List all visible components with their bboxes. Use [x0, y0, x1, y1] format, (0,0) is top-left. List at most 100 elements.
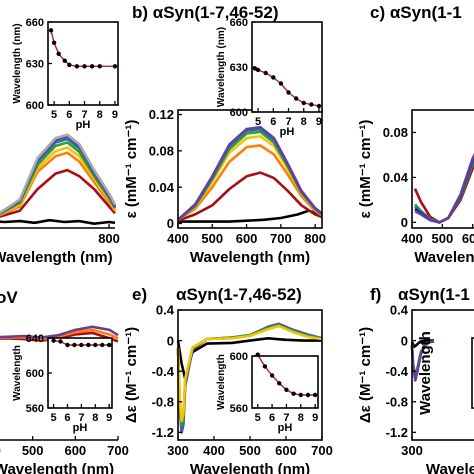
x-tick-label: 500	[201, 231, 223, 246]
y-tick-label: 600	[26, 368, 44, 380]
x-tick-label: 8	[301, 116, 307, 128]
y-axis-label: Δε (M⁻¹ cm⁻¹)	[123, 327, 140, 423]
chart-panel-a_inset: 5 6 7 8 9 600 630 660 pH Wavelength (nm)	[12, 17, 119, 131]
data-point	[278, 81, 284, 86]
panel-e-label: e)	[132, 285, 147, 304]
x-axis-label: pH	[280, 126, 295, 138]
data-point	[51, 40, 57, 45]
data-point	[48, 28, 54, 33]
data-point	[316, 103, 322, 109]
axis-frame	[411, 109, 474, 229]
data-point	[305, 392, 311, 398]
y-tick-label: 0.08	[383, 125, 408, 140]
y-tick-label: 660	[230, 17, 248, 29]
x-tick-label: 400	[0, 443, 1, 458]
data-point	[62, 58, 67, 63]
axis-frame	[0, 227, 115, 229]
panel-f-title: αSyn(1-1	[398, 285, 470, 304]
y-tick-label: -1.2	[386, 425, 408, 440]
inset-background	[252, 22, 322, 112]
series-line	[410, 340, 435, 382]
y-tick-label: -0.4	[386, 364, 409, 379]
series-line	[413, 162, 474, 224]
data-point	[298, 392, 303, 398]
y-tick-label: 0.04	[149, 180, 175, 195]
inset-background	[48, 338, 112, 408]
y-axis-label: Δε (M⁻¹ cm⁻¹)	[357, 327, 374, 423]
x-tick-label: 600	[275, 443, 297, 458]
series-line	[0, 133, 117, 215]
data-point	[82, 64, 87, 69]
y-axis-label: Wavelength	[216, 354, 227, 410]
data-point	[89, 64, 95, 69]
x-axis-label: Wavelength (nm)	[190, 249, 310, 266]
y-tick-label: 0	[167, 216, 174, 231]
data-point	[112, 64, 118, 69]
y-tick-label: 0.08	[149, 144, 174, 159]
data-point	[291, 391, 296, 396]
data-point	[86, 342, 91, 348]
data-point	[107, 342, 112, 348]
data-point	[255, 67, 261, 73]
data-point	[93, 342, 98, 348]
y-tick-label: 600	[230, 351, 248, 363]
chart-panel-f_inset: Wavelength	[417, 331, 474, 415]
x-tick-label: 800	[98, 231, 120, 246]
x-tick-label: 6	[270, 116, 276, 128]
series-line	[177, 171, 323, 222]
x-tick-label: 400	[167, 231, 189, 246]
data-point	[72, 342, 77, 348]
y-axis-label: Wavelength (nm)	[216, 27, 227, 107]
data-point	[284, 387, 289, 392]
y-tick-label: 0.12	[149, 107, 174, 122]
y-tick-label: -0.8	[386, 394, 408, 409]
series-line	[0, 168, 116, 218]
series-line	[410, 339, 434, 349]
y-tick-label: 0	[167, 333, 174, 348]
x-axis-label: Wavelength (nm)	[0, 249, 113, 266]
axis-frame	[471, 337, 474, 409]
data-point	[301, 100, 306, 106]
y-tick-label: 0.4	[156, 303, 175, 318]
y-tick-label: 640	[26, 333, 44, 345]
y-tick-label: 0.4	[390, 303, 409, 318]
x-axis-label: pH	[76, 119, 91, 131]
data-point	[74, 64, 80, 69]
chart-panel-d: 400 500 600 700 Wavelength (nm)	[0, 325, 129, 474]
y-axis-label: ε (mM⁻¹ cm⁻¹)	[123, 120, 140, 219]
axis-frame	[411, 309, 474, 441]
x-tick-label: 400	[401, 231, 423, 246]
y-tick-label: 0	[401, 333, 408, 348]
series-line	[0, 151, 117, 217]
x-axis-label: Wavelength (nm)	[0, 461, 114, 474]
chart-panel-a: 800 Wavelength (nm)	[0, 133, 120, 266]
inset-background	[252, 356, 318, 408]
chart-panel-b_inset: 5 6 7 8 9 600 630 660 pH Wavelength (nm)	[216, 17, 323, 138]
x-tick-label: 600	[236, 231, 258, 246]
x-tick-label: 8	[97, 109, 103, 121]
x-tick-label: 700	[107, 443, 129, 458]
data-point	[100, 342, 105, 348]
x-axis-label: pH	[278, 422, 293, 434]
x-tick-label: 9	[316, 116, 322, 128]
axis-frame	[177, 109, 323, 229]
x-tick-label: 9	[106, 412, 112, 424]
x-tick-label: 700	[311, 443, 333, 458]
x-tick-label: 600	[64, 443, 86, 458]
data-point	[271, 75, 276, 80]
series-line	[176, 324, 323, 423]
series-line	[414, 152, 474, 224]
x-axis-label: Wavelen	[426, 461, 474, 474]
x-axis-label: Wavelength	[414, 249, 474, 266]
data-point	[262, 364, 268, 369]
x-tick-label: 6	[66, 109, 72, 121]
series-line	[176, 336, 322, 381]
x-tick-label: 8	[298, 412, 304, 424]
x-tick-label: 8	[92, 412, 98, 424]
chart-panel-e: 300 400 500 600 700 0.4 0 -0.4 -0.8 -1.2 Wavelengt…	[123, 303, 333, 474]
y-axis-label: Wavelength	[417, 331, 434, 415]
y-tick-label: 600	[230, 107, 248, 119]
series-line	[0, 218, 116, 225]
x-tick-label: 6	[269, 412, 275, 424]
